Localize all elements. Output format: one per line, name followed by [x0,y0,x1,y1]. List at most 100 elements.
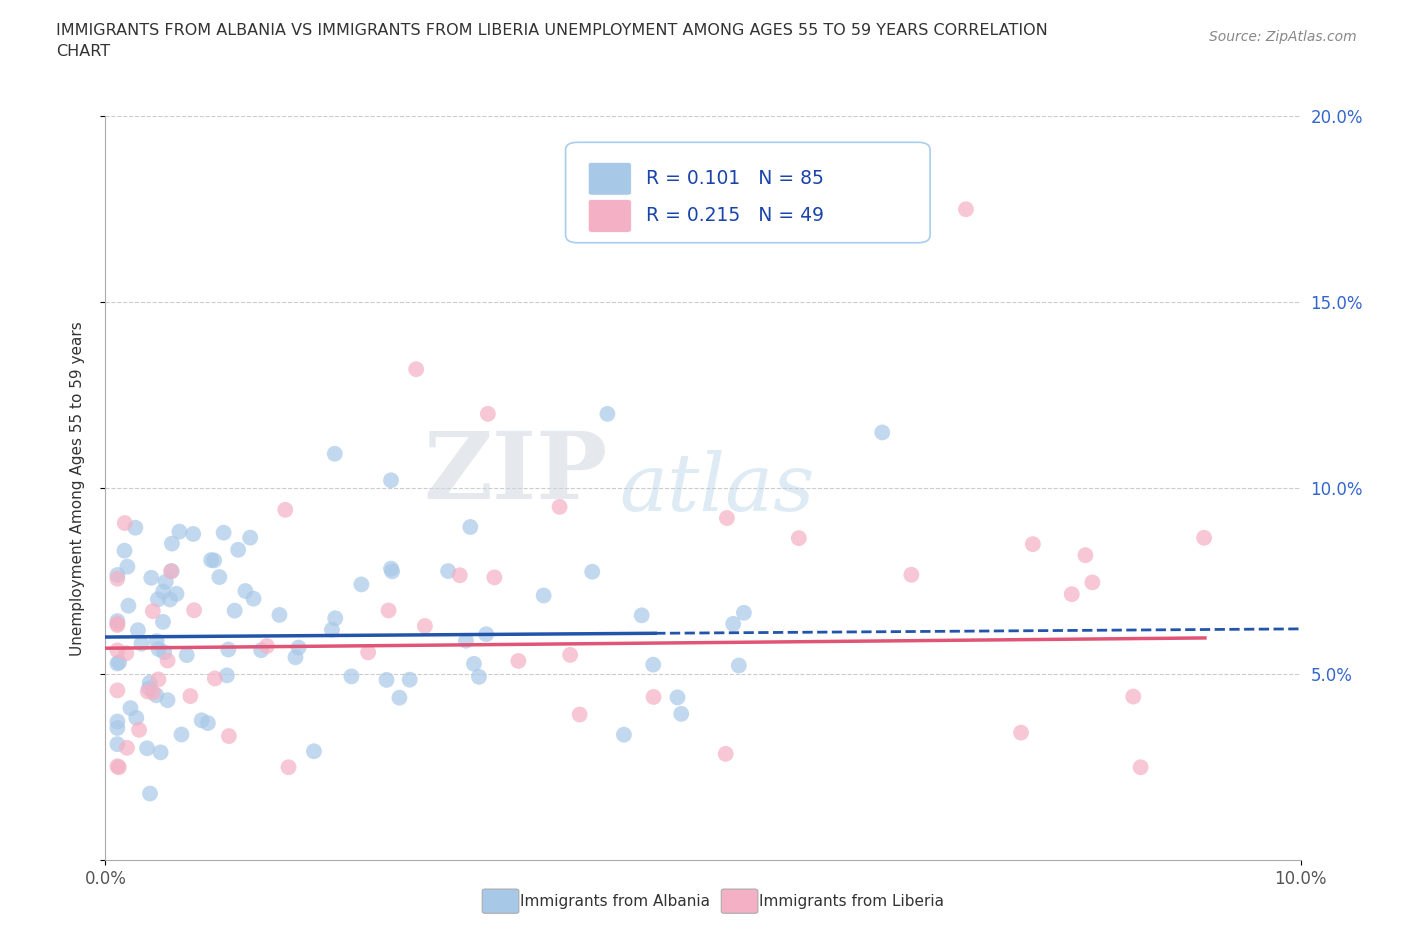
Point [269,607,291,622]
Point [323,611,346,626]
Point [107,618,129,632]
Point [1122,689,1144,704]
Point [155,575,177,590]
Point [202,553,225,568]
Point [508,654,530,669]
Point [323,446,346,461]
Point [131,636,153,651]
Point [148,642,170,657]
Point [218,728,240,743]
Point [156,653,179,668]
Point [277,760,299,775]
Point [125,711,148,725]
Point [145,688,167,703]
Point [142,685,165,700]
Point [114,543,136,558]
Point [176,647,198,662]
Point [581,565,603,579]
FancyBboxPatch shape [565,142,931,243]
Point [405,362,427,377]
Point [170,727,193,742]
Point [107,656,129,671]
Point [714,747,737,762]
Point [160,564,183,578]
Point [596,406,619,421]
Point [454,633,477,648]
Point [114,515,136,530]
Point [107,567,129,582]
Point [250,643,273,658]
Point [872,425,894,440]
Point [224,604,246,618]
Point [107,737,129,751]
Point [558,647,581,662]
Point [643,658,665,672]
Point [1010,725,1032,740]
Point [475,627,498,642]
Point [212,525,235,540]
Point [107,683,129,698]
Point [666,690,689,705]
Point [124,520,146,535]
Point [181,526,204,541]
Point [142,604,165,618]
Point [169,525,191,539]
Point [377,603,399,618]
Point [152,615,174,630]
Point [138,675,160,690]
Point [733,605,755,620]
Point [128,723,150,737]
Point [463,657,485,671]
Point [107,721,129,736]
Point [568,707,591,722]
FancyBboxPatch shape [588,163,631,195]
Point [145,633,167,648]
Point [153,644,176,659]
Point [197,715,219,730]
Point [643,689,665,704]
Y-axis label: Unemployment Among Ages 55 to 59 years: Unemployment Among Ages 55 to 59 years [70,321,84,656]
Point [183,603,205,618]
Point [242,591,264,606]
Point [108,655,131,670]
Point [159,592,181,607]
Point [136,741,159,756]
Text: Source: ZipAtlas.com: Source: ZipAtlas.com [1209,30,1357,44]
Text: R = 0.215   N = 49: R = 0.215 N = 49 [645,206,824,225]
Point [1022,537,1045,551]
Point [152,584,174,599]
Point [671,707,693,722]
Point [127,623,149,638]
Point [108,760,131,775]
Point [1074,548,1097,563]
Point [1060,587,1083,602]
Point [136,684,159,699]
Point [375,672,398,687]
Point [1129,760,1152,775]
Text: Immigrants from Liberia: Immigrants from Liberia [759,894,945,909]
Point [287,640,309,655]
Point [477,406,499,421]
Point [160,537,183,551]
Point [437,564,460,578]
Point [156,693,179,708]
Point [107,617,129,631]
FancyBboxPatch shape [588,200,631,232]
Point [460,520,482,535]
Point [321,622,343,637]
Point [484,570,506,585]
Point [955,202,977,217]
Point [166,587,188,602]
Point [468,670,491,684]
Point [107,571,129,586]
Point [388,690,411,705]
Point [548,499,571,514]
Point [613,727,636,742]
Point [239,530,262,545]
Point [1081,575,1104,590]
Point [160,564,183,578]
Point [398,672,420,687]
Point [226,542,249,557]
Point [117,559,139,574]
Point [141,570,163,585]
